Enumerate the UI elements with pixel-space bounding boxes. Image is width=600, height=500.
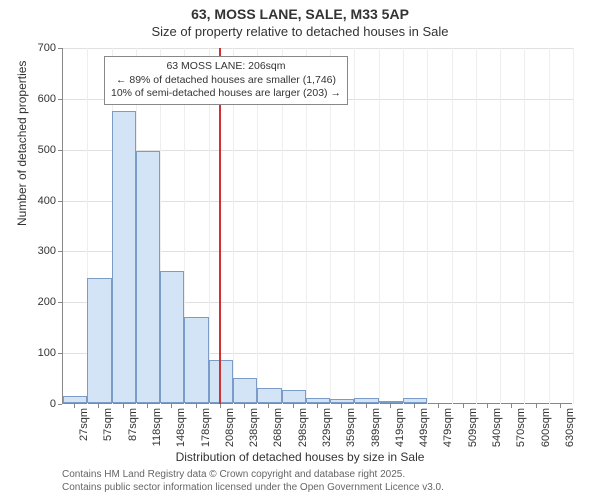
x-grid-line — [379, 48, 380, 404]
x-tick-mark — [317, 404, 318, 408]
x-grid-line — [524, 48, 525, 404]
x-grid-line — [427, 48, 428, 404]
x-tick-label: 329sqm — [321, 408, 333, 458]
x-grid-line — [476, 48, 477, 404]
x-tick-label: 298sqm — [297, 408, 309, 458]
histogram-bar — [306, 398, 330, 403]
annotation-line2: ← 89% of detached houses are smaller (1,… — [111, 74, 341, 88]
x-grid-line — [500, 48, 501, 404]
x-tick-mark — [511, 404, 512, 408]
histogram-bar — [233, 378, 257, 403]
x-tick-mark — [171, 404, 172, 408]
x-grid-line — [452, 48, 453, 404]
histogram-bar — [257, 388, 281, 403]
x-tick-mark — [487, 404, 488, 408]
histogram-bar — [282, 390, 306, 403]
x-tick-label: 449sqm — [418, 408, 430, 458]
x-tick-mark — [438, 404, 439, 408]
x-tick-mark — [244, 404, 245, 408]
x-tick-label: 540sqm — [491, 408, 503, 458]
y-tick-label: 500 — [16, 144, 56, 156]
chart-title: 63, MOSS LANE, SALE, M33 5AP — [0, 6, 600, 22]
histogram-bar — [354, 398, 378, 403]
histogram-bar — [63, 396, 87, 403]
x-tick-mark — [196, 404, 197, 408]
x-tick-mark — [147, 404, 148, 408]
x-tick-label: 479sqm — [442, 408, 454, 458]
chart-subtitle: Size of property relative to detached ho… — [0, 24, 600, 39]
x-tick-mark — [341, 404, 342, 408]
copyright-text: Contains HM Land Registry data © Crown c… — [62, 468, 444, 494]
x-tick-mark — [390, 404, 391, 408]
annotation-line1: 63 MOSS LANE: 206sqm — [111, 60, 341, 74]
x-tick-label: 389sqm — [370, 408, 382, 458]
y-tick-mark — [58, 404, 62, 405]
x-tick-label: 359sqm — [345, 408, 357, 458]
y-tick-mark — [58, 302, 62, 303]
x-tick-label: 57sqm — [102, 408, 114, 458]
x-tick-mark — [414, 404, 415, 408]
histogram-bar — [112, 111, 136, 403]
x-tick-label: 600sqm — [540, 408, 552, 458]
histogram-bar — [136, 151, 160, 403]
annotation-line3: 10% of semi-detached houses are larger (… — [111, 87, 341, 101]
y-tick-mark — [58, 48, 62, 49]
histogram-bar — [330, 399, 354, 403]
histogram-bar — [403, 398, 427, 403]
copyright-line1: Contains HM Land Registry data © Crown c… — [62, 468, 444, 481]
x-tick-label: 178sqm — [200, 408, 212, 458]
x-tick-label: 630sqm — [564, 408, 576, 458]
y-tick-mark — [58, 353, 62, 354]
y-grid-line — [63, 48, 573, 49]
y-tick-label: 200 — [16, 296, 56, 308]
x-tick-label: 570sqm — [515, 408, 527, 458]
x-tick-mark — [98, 404, 99, 408]
histogram-bar — [160, 271, 184, 403]
histogram-bar — [379, 401, 403, 403]
x-tick-mark — [74, 404, 75, 408]
x-grid-line — [549, 48, 550, 404]
y-tick-label: 0 — [16, 398, 56, 410]
annotation-box: 63 MOSS LANE: 206sqm← 89% of detached ho… — [104, 56, 348, 105]
x-tick-label: 238sqm — [248, 408, 260, 458]
x-tick-mark — [463, 404, 464, 408]
y-tick-mark — [58, 99, 62, 100]
x-tick-mark — [220, 404, 221, 408]
x-grid-line — [354, 48, 355, 404]
copyright-line2: Contains public sector information licen… — [62, 481, 444, 494]
x-tick-label: 268sqm — [272, 408, 284, 458]
x-tick-label: 27sqm — [78, 408, 90, 458]
x-tick-mark — [536, 404, 537, 408]
x-tick-label: 87sqm — [127, 408, 139, 458]
x-tick-label: 208sqm — [224, 408, 236, 458]
x-tick-mark — [293, 404, 294, 408]
y-tick-label: 400 — [16, 195, 56, 207]
x-grid-line — [403, 48, 404, 404]
histogram-bar — [184, 317, 208, 403]
x-tick-mark — [366, 404, 367, 408]
x-tick-label: 419sqm — [394, 408, 406, 458]
y-tick-label: 600 — [16, 93, 56, 105]
y-tick-mark — [58, 150, 62, 151]
y-tick-label: 100 — [16, 347, 56, 359]
y-tick-mark — [58, 251, 62, 252]
x-grid-line — [573, 48, 574, 404]
x-tick-mark — [560, 404, 561, 408]
chart-container: 63, MOSS LANE, SALE, M33 5AP Size of pro… — [0, 0, 600, 500]
y-tick-mark — [58, 201, 62, 202]
x-tick-mark — [268, 404, 269, 408]
histogram-bar — [87, 278, 111, 403]
y-tick-label: 700 — [16, 42, 56, 54]
x-tick-mark — [123, 404, 124, 408]
x-tick-label: 148sqm — [175, 408, 187, 458]
x-tick-label: 509sqm — [467, 408, 479, 458]
x-tick-label: 118sqm — [151, 408, 163, 458]
y-tick-label: 300 — [16, 245, 56, 257]
